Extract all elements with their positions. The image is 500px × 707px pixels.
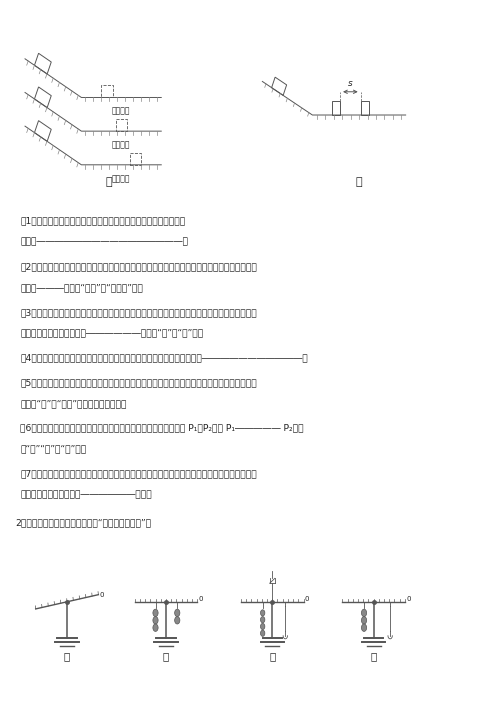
Text: 丙: 丙: [269, 651, 276, 661]
Text: 毛巾表面: 毛巾表面: [112, 107, 130, 116]
Bar: [130, 153, 141, 165]
Text: 乙: 乙: [356, 177, 362, 187]
Bar: [102, 86, 112, 98]
Text: 棉布表面: 棉布表面: [112, 141, 130, 149]
Text: 度大小―――（选填“相等”或“不相等”）；: 度大小―――（选填“相等”或“不相等”）；: [20, 283, 143, 292]
Circle shape: [153, 617, 158, 624]
Circle shape: [260, 610, 265, 616]
Text: （6）实验中，若小车在棉布、木板表面克服阻力做功的功率分别是 P₁、P₂，则 P₁――――― P₂（选: （6）实验中，若小车在棉布、木板表面克服阻力做功的功率分别是 P₁、P₂，则 P…: [20, 423, 304, 433]
Text: 的阻力越小，速度减小得越――――――（选填“快”或“慢”）；: 的阻力越小，速度减小得越――――――（选填“快”或“慢”）；: [20, 329, 204, 338]
Circle shape: [153, 624, 158, 631]
Text: 丁: 丁: [370, 651, 376, 661]
Text: 0: 0: [198, 596, 203, 602]
Text: 木板表面: 木板表面: [112, 174, 130, 183]
Text: 不同，得出物体的动能与――――――有关。: 不同，得出物体的动能与――――――有关。: [20, 490, 152, 499]
Circle shape: [362, 617, 366, 624]
Circle shape: [260, 624, 265, 629]
Text: 0: 0: [305, 596, 310, 602]
Text: 2、小龙利用如图所示的装置探究“杠杆的平衡条件”。: 2、小龙利用如图所示的装置探究“杠杆的平衡条件”。: [15, 518, 152, 527]
Bar: [360, 101, 369, 115]
Text: s: s: [348, 79, 353, 88]
Circle shape: [362, 624, 366, 631]
Circle shape: [174, 617, 180, 624]
Text: （7）如图乙所示，让小车分别从斜面不同高度处由静止滑下撞击木块，观察到木块被推动的距离: （7）如图乙所示，让小车分别从斜面不同高度处由静止滑下撞击木块，观察到木块被推动…: [20, 469, 257, 479]
Text: 0: 0: [100, 592, 104, 597]
Text: （选填“能”或“不能”）直接由实验得出；: （选填“能”或“不能”）直接由实验得出；: [20, 399, 126, 408]
Circle shape: [153, 609, 158, 617]
Text: 因）：――――――――――――――――；: 因）：――――――――――――――――；: [20, 238, 188, 247]
Circle shape: [260, 630, 265, 636]
Bar: [332, 101, 340, 115]
Bar: [116, 119, 127, 131]
Text: 填“＞”“＝”或“＜”）；: 填“＞”“＝”或“＜”）；: [20, 445, 86, 454]
Text: 甲: 甲: [64, 651, 70, 661]
Text: 甲: 甲: [106, 177, 112, 187]
Text: （3）实验中发现：小车在毛巾表面上滑行的距离最短，在木板上滑行的距离最远，说明小车受到: （3）实验中发现：小车在毛巾表面上滑行的距离最短，在木板上滑行的距离最远，说明小…: [20, 308, 257, 317]
Text: （4）推理：本实验中，如果小车在水平面上滑行时受到的阻力为零，它将―――――――――――；: （4）推理：本实验中，如果小车在水平面上滑行时受到的阻力为零，它将―――――――…: [20, 354, 308, 363]
Text: （1）小明在实验操作中有一处明显的错误是（不要求解释错误的原: （1）小明在实验操作中有一处明显的错误是（不要求解释错误的原: [20, 217, 186, 226]
Circle shape: [174, 609, 180, 617]
Text: 0: 0: [406, 596, 410, 602]
Circle shape: [362, 609, 366, 617]
Text: 乙: 乙: [163, 651, 169, 661]
Circle shape: [260, 617, 265, 623]
Text: （5）在此基础上，牛顿总结了伽利略等人的研究成果概括出牛顿第一定律，请问：牛顿第一定律: （5）在此基础上，牛顿总结了伽利略等人的研究成果概括出牛顿第一定律，请问：牛顿第…: [20, 378, 257, 387]
Text: （2）实验中每次均让小车从斜面顶端由静止滑下的目的是：使小车每次在水平面上开始滑行时速: （2）实验中每次均让小车从斜面顶端由静止滑下的目的是：使小车每次在水平面上开始滑…: [20, 262, 257, 271]
